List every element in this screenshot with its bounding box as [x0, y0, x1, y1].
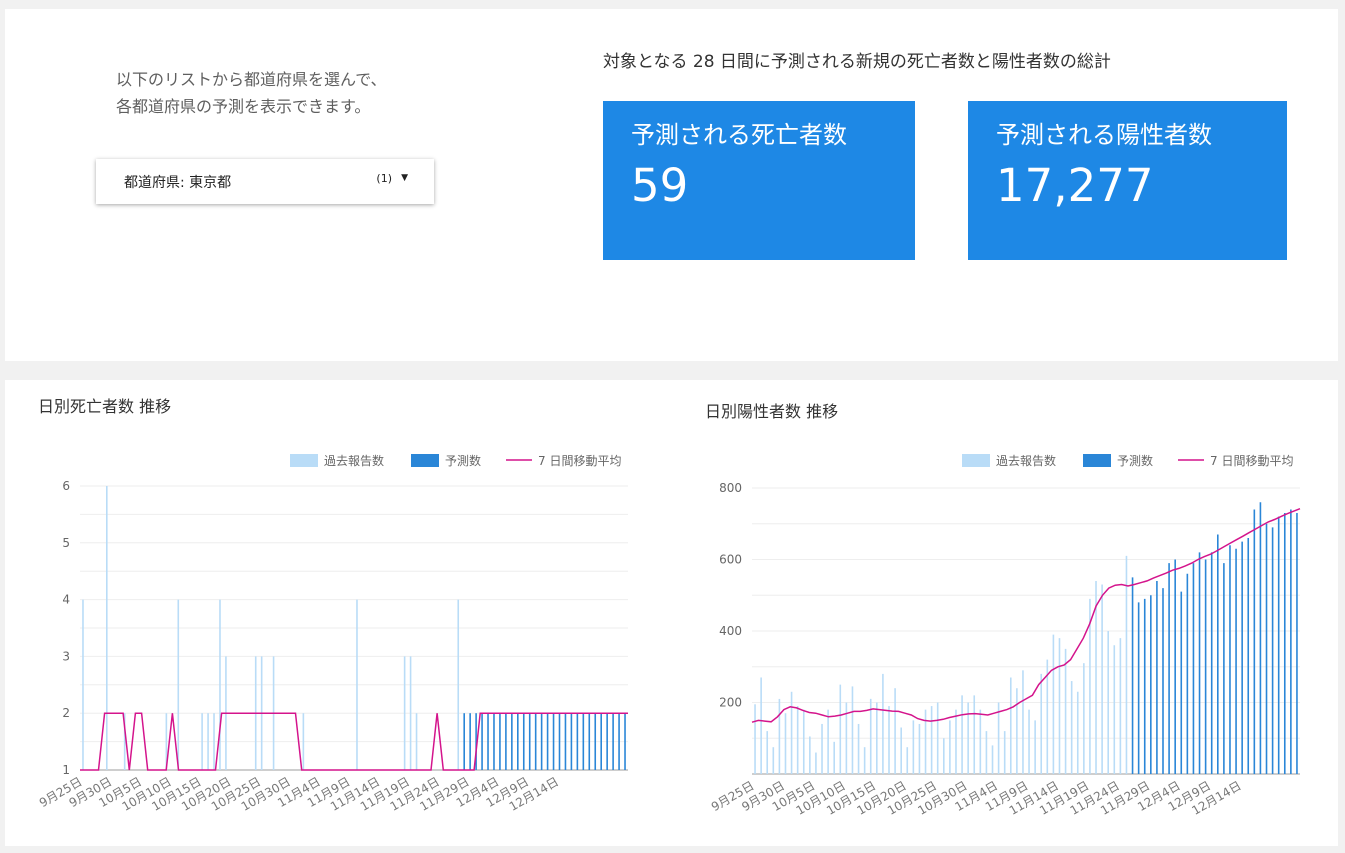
- legend-ma-label: 7 日間移動平均: [538, 454, 621, 468]
- intro-line-1: 以下のリストから都道府県を選んで、: [116, 70, 387, 89]
- y-tick-label: 5: [62, 536, 70, 550]
- y-tick-label: 800: [719, 481, 742, 495]
- deaths-chart: 1234569月25日9月30日10月5日10月10日10月15日10月20日1…: [37, 453, 628, 814]
- predicted-deaths-label: 予測される死亡者数: [631, 121, 847, 149]
- intro-text: 以下のリストから都道府県を選んで、 各都道府県の予測を表示できます。: [116, 66, 387, 120]
- predicted-cases-label: 予測される陽性者数: [996, 121, 1212, 149]
- y-tick-label: 600: [719, 553, 742, 567]
- legend-past-swatch: [962, 454, 990, 467]
- deaths-chart-title: 日別死亡者数 推移: [38, 397, 172, 416]
- cases-chart: 2004006008009月25日9月30日10月5日10月10日10月15日1…: [709, 453, 1301, 818]
- prefecture-selected-count: (1): [376, 172, 392, 185]
- cases-chart-title: 日別陽性者数 推移: [705, 402, 839, 421]
- kpi-section-title: 対象となる 28 日間に予測される新規の死亡者数と陽性者数の総計: [603, 52, 1111, 72]
- y-tick-label: 1: [62, 763, 70, 777]
- legend-past-label: 過去報告数: [996, 453, 1056, 468]
- y-tick-label: 200: [719, 696, 742, 710]
- caret-down-icon[interactable]: ▼: [401, 173, 408, 183]
- predicted-deaths-card: 予測される死亡者数 59: [603, 101, 915, 260]
- moving-average-line: [751, 508, 1301, 723]
- legend-forecast-label: 予測数: [1117, 453, 1153, 468]
- predicted-cases-card: 予測される陽性者数 17,277: [968, 101, 1287, 260]
- y-tick-label: 2: [62, 706, 70, 720]
- moving-average-line: [80, 712, 628, 771]
- prefecture-selector[interactable]: 都道府県: 東京都 (1) ▼: [96, 159, 434, 204]
- y-tick-label: 3: [62, 649, 70, 663]
- legend-forecast-swatch: [1083, 454, 1111, 467]
- legend-ma-label: 7 日間移動平均: [1210, 454, 1293, 468]
- legend-forecast-label: 予測数: [445, 453, 481, 468]
- legend-forecast-swatch: [411, 454, 439, 467]
- y-tick-label: 400: [719, 624, 742, 638]
- predicted-cases-value: 17,277: [996, 159, 1154, 212]
- y-tick-label: 6: [62, 479, 70, 493]
- predicted-deaths-value: 59: [631, 159, 689, 212]
- intro-line-2: 各都道府県の予測を表示できます。: [116, 97, 371, 116]
- legend-past-label: 過去報告数: [324, 453, 384, 468]
- prefecture-selector-label: 都道府県: 東京都: [124, 175, 232, 191]
- charts-panel: [5, 380, 1338, 846]
- y-tick-label: 4: [62, 593, 70, 607]
- legend-past-swatch: [290, 454, 318, 467]
